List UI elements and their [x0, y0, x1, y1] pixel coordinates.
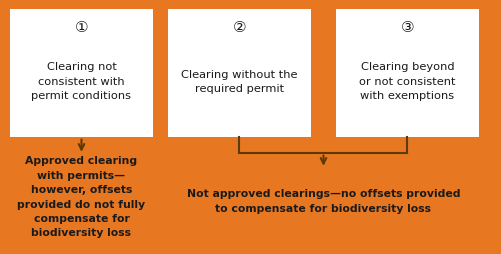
Text: Clearing beyond
or not consistent
with exemptions: Clearing beyond or not consistent with e…	[359, 62, 456, 101]
Text: ③: ③	[401, 20, 414, 35]
FancyBboxPatch shape	[168, 10, 311, 137]
FancyBboxPatch shape	[10, 10, 153, 137]
Text: ①: ①	[75, 20, 88, 35]
Text: Clearing without the
required permit: Clearing without the required permit	[181, 69, 298, 94]
Text: ②: ②	[232, 20, 246, 35]
FancyBboxPatch shape	[336, 10, 479, 137]
Text: Not approved clearings—no offsets provided
to compensate for biodiversity loss: Not approved clearings—no offsets provid…	[187, 188, 460, 213]
Text: Approved clearing
with permits—
however, offsets
provided do not fully
compensat: Approved clearing with permits— however,…	[18, 156, 146, 237]
Text: Clearing not
consistent with
permit conditions: Clearing not consistent with permit cond…	[32, 62, 131, 101]
